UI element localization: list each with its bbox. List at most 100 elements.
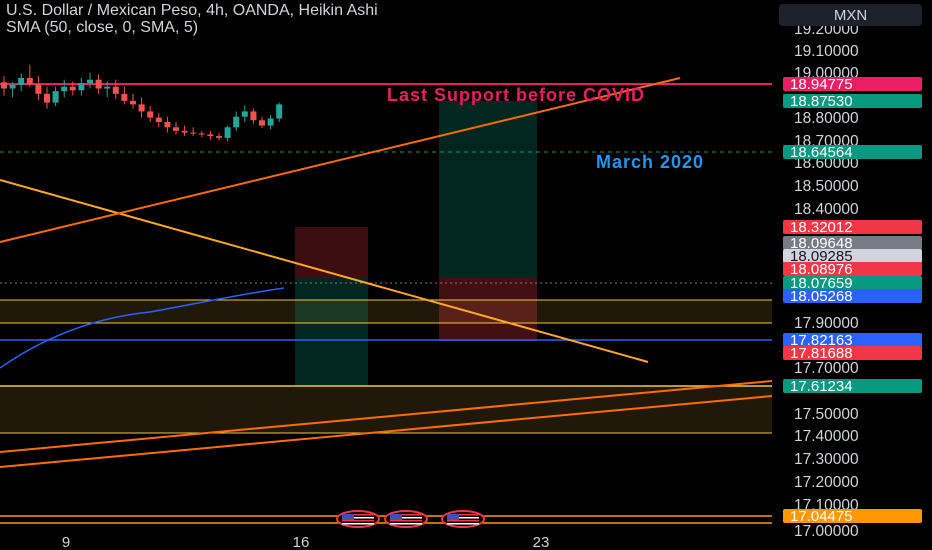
y-tick-label: 18.50000 (794, 178, 859, 195)
x-tick-label: 16 (293, 534, 310, 550)
short-position-stop-box[interactable] (295, 227, 368, 278)
flag-stripe (342, 523, 374, 525)
candle[interactable] (1, 76, 7, 96)
candle[interactable] (44, 86, 50, 109)
indicator-legend[interactable]: SMA (50, close, 0, SMA, 5) (6, 19, 199, 36)
candle[interactable] (69, 81, 76, 96)
candle[interactable] (216, 132, 222, 141)
candle-body (121, 93, 128, 101)
candle[interactable] (121, 86, 128, 105)
price-label[interactable]: 18.87530 (783, 93, 922, 110)
candle-body (233, 116, 240, 128)
candle-body (250, 111, 257, 121)
flag-stripe (447, 523, 479, 525)
candle-body (147, 111, 154, 118)
candle[interactable] (181, 125, 188, 137)
candle-body (130, 100, 136, 105)
flag-stripe (447, 514, 479, 516)
price-label-box (783, 94, 922, 108)
candle-body (78, 83, 85, 91)
price-label[interactable]: 18.94775 (783, 76, 922, 93)
candle[interactable] (259, 116, 265, 129)
candle-body (1, 82, 7, 89)
candle[interactable] (130, 93, 136, 109)
candle[interactable] (173, 122, 179, 135)
candle[interactable] (9, 82, 16, 98)
candle-body (259, 120, 265, 126)
candle[interactable] (104, 81, 111, 98)
support-zone (0, 386, 772, 433)
candle[interactable] (52, 86, 59, 107)
price-label[interactable]: 18.07659 (783, 275, 922, 292)
time-axis[interactable] (0, 530, 772, 550)
flag-stripe (447, 517, 479, 519)
candle-body (112, 86, 119, 94)
candle[interactable] (18, 73, 25, 92)
candle-body (9, 84, 16, 89)
candle[interactable] (190, 127, 197, 137)
us-flag-event-icon[interactable] (336, 510, 380, 528)
candle[interactable] (147, 106, 154, 122)
candle-body (26, 77, 33, 85)
long-position-stop-box[interactable] (439, 278, 537, 341)
ascending-channel-line[interactable] (0, 380, 773, 453)
candle[interactable] (26, 64, 33, 87)
descending-trendline[interactable] (0, 179, 649, 363)
candle[interactable] (164, 116, 171, 133)
price-label[interactable]: 18.09285 (783, 248, 922, 265)
candle[interactable] (198, 130, 205, 137)
candle-body (181, 130, 188, 133)
us-flag-event-icon[interactable] (384, 510, 428, 528)
candle-body (18, 77, 25, 85)
price-label[interactable]: 17.61234 (783, 378, 922, 395)
price-label[interactable]: 18.32012 (783, 219, 922, 236)
chart-title: U.S. Dollar / Mexican Peso, 4h, OANDA, H… (6, 2, 378, 19)
short-position-target-box[interactable] (295, 278, 368, 386)
ascending-channel-line[interactable] (0, 395, 773, 468)
candle-body (104, 86, 111, 89)
y-tick-label: 17.20000 (794, 474, 859, 491)
flag-stripe (390, 514, 422, 516)
candle[interactable] (78, 77, 85, 96)
price-label[interactable]: 18.05268 (783, 288, 922, 305)
us-flag-event-icon[interactable] (441, 510, 485, 528)
candle[interactable] (207, 130, 214, 140)
candle[interactable] (95, 74, 102, 94)
candle[interactable] (35, 76, 42, 100)
price-label[interactable]: 18.09648 (783, 235, 922, 252)
candle[interactable] (112, 79, 119, 100)
price-label[interactable]: 17.82163 (783, 332, 922, 349)
candle[interactable] (241, 105, 248, 122)
price-label[interactable]: 18.08976 (783, 261, 922, 278)
currency-button[interactable]: MXN (779, 4, 922, 26)
price-label-text: 18.87530 (790, 93, 853, 110)
price-label-box (783, 249, 922, 263)
candle-body (44, 93, 50, 103)
price-label[interactable]: 17.81688 (783, 345, 922, 362)
y-tick-label: 17.30000 (794, 451, 859, 468)
candle[interactable] (155, 113, 162, 128)
flag-stripe (447, 520, 479, 522)
y-tick-label: 18.40000 (794, 201, 859, 218)
long-position-target-box[interactable] (439, 101, 537, 278)
flag-canton (447, 514, 459, 520)
flag-stripe (390, 517, 422, 519)
candle[interactable] (250, 108, 257, 124)
candle-body (95, 79, 102, 89)
candle[interactable] (233, 111, 240, 131)
candle[interactable] (276, 102, 283, 122)
ascending-channel-top[interactable] (0, 77, 681, 243)
candle[interactable] (87, 72, 93, 89)
flag-stripe (342, 520, 374, 522)
candle[interactable] (267, 114, 274, 130)
price-label-box (783, 379, 922, 393)
candle[interactable] (138, 97, 145, 118)
sma-line[interactable] (0, 287, 285, 369)
candle[interactable] (224, 125, 231, 142)
flag-stripe (342, 517, 374, 519)
price-label[interactable]: 17.04475 (783, 508, 922, 525)
candle[interactable] (61, 79, 68, 98)
price-label[interactable]: 18.64564 (783, 144, 922, 161)
